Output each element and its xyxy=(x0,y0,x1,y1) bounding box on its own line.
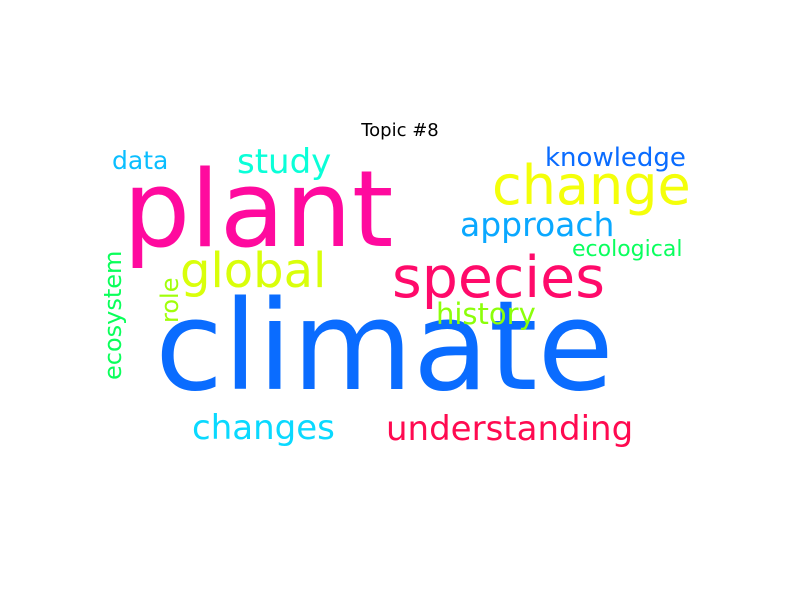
word-species: species xyxy=(392,245,605,311)
word-ecosystem: ecosystem xyxy=(99,250,127,380)
word-changes: changes xyxy=(192,408,335,448)
word-global: global xyxy=(180,243,327,299)
word-understanding: understanding xyxy=(386,409,634,449)
word-history: history xyxy=(436,297,536,331)
word-approach: approach xyxy=(460,205,615,244)
word-data: data xyxy=(112,146,169,175)
word-ecological: ecological xyxy=(572,237,683,262)
word-role: role xyxy=(156,277,184,323)
word-cloud: climate plant species change global unde… xyxy=(99,142,720,455)
word-change: change xyxy=(492,154,691,217)
word-knowledge: knowledge xyxy=(545,143,686,173)
word-plant: plant xyxy=(123,148,394,271)
figure-title: Topic #8 xyxy=(361,120,439,141)
word-climate: climate xyxy=(155,275,614,419)
word-study: study xyxy=(237,142,332,182)
